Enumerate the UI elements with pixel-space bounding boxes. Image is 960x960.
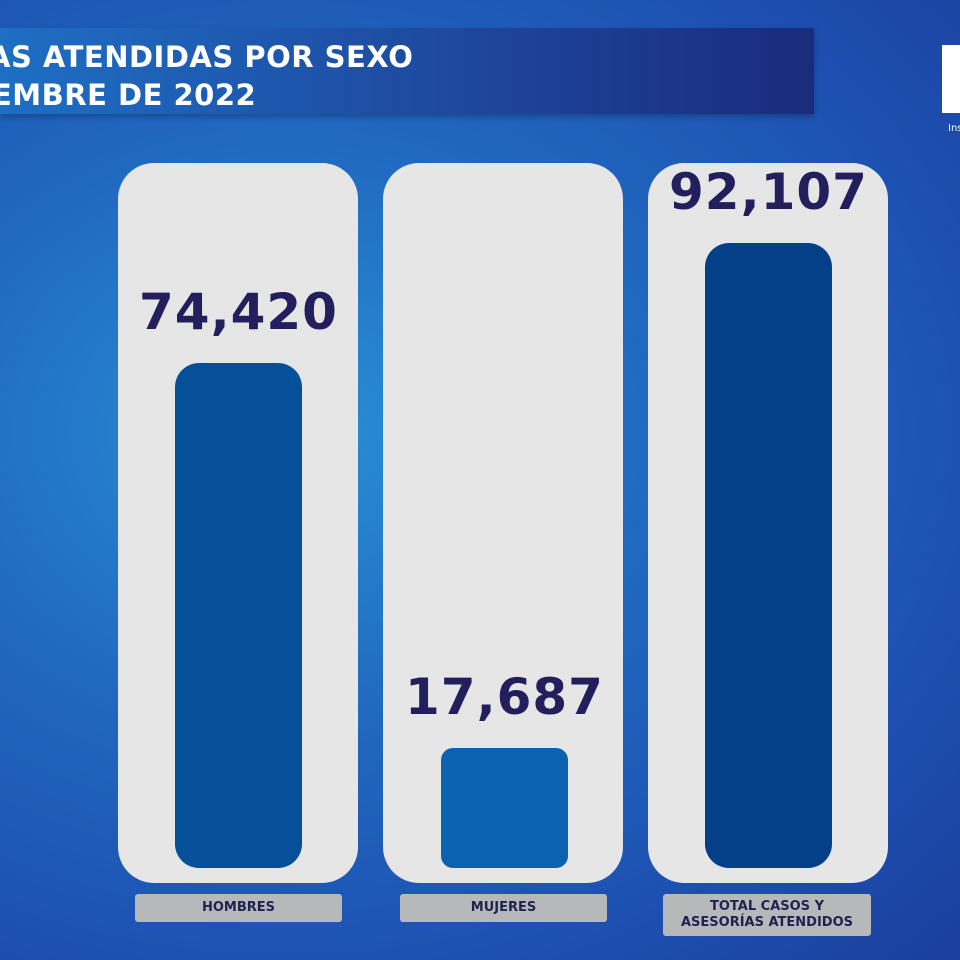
logo <box>942 45 960 113</box>
title-banner: AS ATENDIDAS POR SEXO EMBRE DE 2022 <box>0 28 814 114</box>
category-text-line-2: ASESORÍAS ATENDIDOS <box>680 915 854 930</box>
bar-mujeres <box>441 747 568 868</box>
category-label-hombres: HOMBRES <box>135 894 342 922</box>
title-line-1: AS ATENDIDAS POR SEXO <box>0 40 414 74</box>
category-label-total: TOTAL CASOS Y ASESORÍAS ATENDIDOS <box>663 894 871 936</box>
category-text: MUJERES <box>470 900 537 915</box>
bar-total <box>705 243 832 868</box>
value-label-hombres: 74,420 <box>139 283 338 342</box>
category-text: HOMBRES <box>201 900 276 915</box>
value-label-total: 92,107 <box>669 163 868 221</box>
logo-text: Ins <box>948 123 960 134</box>
category-text-line-1: TOTAL CASOS Y <box>710 899 824 914</box>
title-line-2: EMBRE DE 2022 <box>0 78 257 112</box>
value-label-mujeres: 17,687 <box>405 667 604 726</box>
bar-hombres <box>175 363 302 868</box>
category-label-mujeres: MUJERES <box>400 894 607 922</box>
